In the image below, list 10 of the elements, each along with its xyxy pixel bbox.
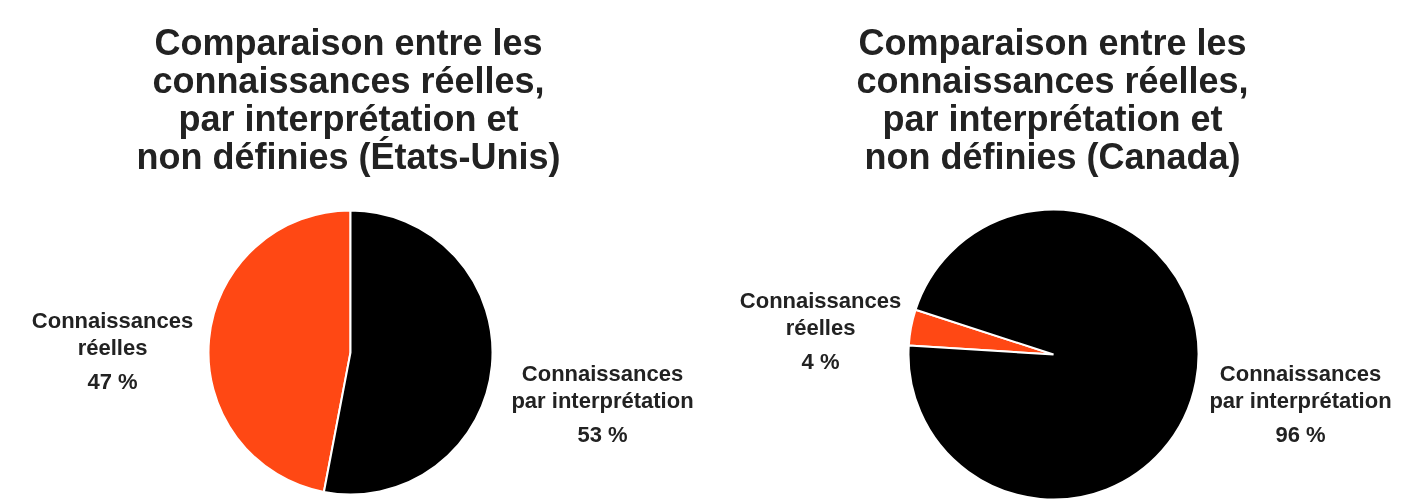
chart-title: Comparaison entre les connaissances réelles, par interprétation et non définies (États-Unis) <box>136 22 561 177</box>
chart-title: Comparaison entre les connaissances réelles, par interprétation et non définies (Canada) <box>856 22 1249 177</box>
data-label: 4 % <box>801 349 840 374</box>
data-label: 96 % <box>1275 422 1326 447</box>
data-label: 47 % <box>87 369 138 394</box>
data-label: 53 % <box>577 422 628 447</box>
slice-label: Connaissances par interprétation <box>511 361 694 413</box>
slice-label: Connaissances réelles <box>31 308 194 360</box>
slice-label: Connaissances par interprétation <box>1209 361 1392 413</box>
slice-label: Connaissances réelles <box>739 288 902 340</box>
